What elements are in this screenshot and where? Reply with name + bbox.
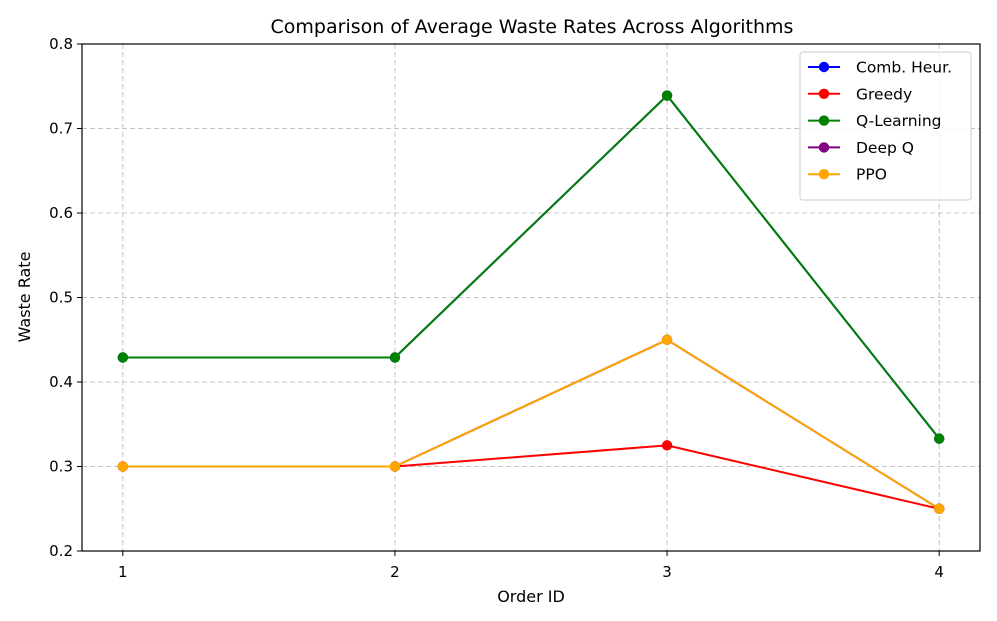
x-tick-label: 1 <box>118 563 128 581</box>
y-tick-label: 0.5 <box>49 289 73 307</box>
series-ppo <box>117 334 945 514</box>
y-tick-label: 0.2 <box>49 542 73 560</box>
legend-marker <box>818 88 830 100</box>
legend-box <box>799 51 972 201</box>
data-point-ppo <box>933 503 945 514</box>
data-point-ppo <box>389 461 401 472</box>
legend-marker <box>818 115 830 126</box>
series-line-q-learning <box>122 94 940 440</box>
x-tick-label: 4 <box>934 563 944 581</box>
chart-title: Comparison of Average Waste Rates Across… <box>271 16 794 38</box>
legend-marker <box>818 169 830 180</box>
x-tick-label: 2 <box>390 563 400 581</box>
legend-label: Deep Q <box>856 139 914 157</box>
legend: Comb. Heur. Greedy Q-Learning Deep Q PPO <box>799 51 972 201</box>
legend-entry: PPO <box>808 166 887 184</box>
y-tick-label: 0.8 <box>49 35 73 53</box>
data-point-ppo <box>661 334 673 345</box>
y-tick-label: 0.7 <box>49 120 73 138</box>
series-q-learning <box>117 90 945 444</box>
y-tick-label: 0.3 <box>49 458 73 476</box>
legend-label: Q-Learning <box>856 112 942 130</box>
x-axis-label: Order ID <box>497 587 565 606</box>
legend-label: Greedy <box>856 85 912 103</box>
y-tick-label: 0.4 <box>49 373 73 391</box>
legend-label: Comb. Heur. <box>856 59 952 77</box>
legend-entry: Greedy <box>808 85 912 103</box>
axis-ticks: 1 2 3 4 0.2 0.3 0.4 0.5 0.6 0.7 0.8 <box>49 35 944 581</box>
data-point-q-learning <box>933 433 945 444</box>
legend-marker <box>818 142 830 153</box>
data-point-greedy <box>661 440 673 451</box>
data-point-ppo <box>117 461 129 472</box>
legend-entry: Deep Q <box>808 139 914 157</box>
x-tick-label: 3 <box>662 563 672 581</box>
legend-marker <box>818 61 830 73</box>
legend-label: PPO <box>856 166 887 184</box>
y-axis-label: Waste Rate <box>15 252 34 343</box>
data-point-q-learning <box>389 352 401 363</box>
legend-entry: Q-Learning <box>808 112 942 130</box>
series-lines <box>117 90 945 514</box>
legend-entry: Comb. Heur. <box>808 59 952 77</box>
y-tick-label: 0.6 <box>49 204 73 222</box>
data-point-q-learning <box>661 90 673 101</box>
data-point-q-learning <box>117 352 129 363</box>
series-line-ppo <box>122 338 940 510</box>
